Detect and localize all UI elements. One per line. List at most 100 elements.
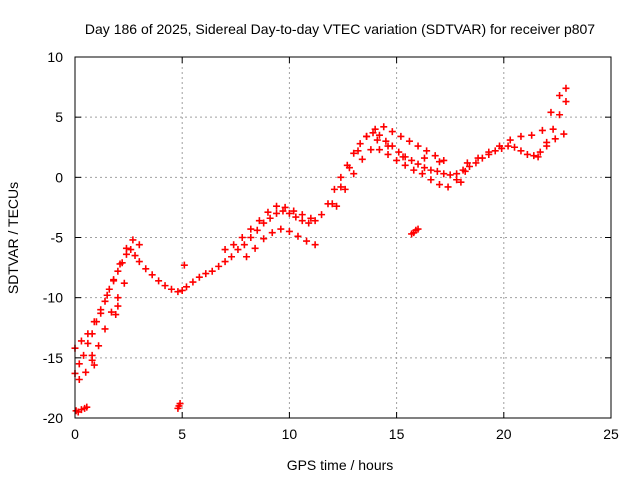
data-point (243, 253, 251, 261)
data-point (101, 297, 109, 305)
data-point (285, 227, 293, 235)
data-point (530, 152, 538, 160)
data-point (457, 178, 465, 186)
data-point (560, 130, 568, 138)
series-sdtvar-lower-band (75, 130, 568, 383)
data-point (285, 209, 293, 217)
data-point (230, 241, 238, 249)
data-point (305, 219, 313, 227)
series-sdtvar-isolated-points (72, 136, 469, 416)
x-tick-label: 15 (389, 426, 405, 442)
data-point (395, 148, 403, 156)
data-point (504, 142, 512, 150)
data-point (414, 225, 422, 233)
data-point (461, 167, 469, 175)
data-point (167, 285, 175, 293)
data-point (350, 149, 358, 157)
data-point (84, 330, 92, 338)
data-point (208, 267, 216, 275)
data-point (363, 132, 371, 140)
y-tick-label: 10 (47, 49, 63, 65)
data-point (453, 176, 461, 184)
data-point (491, 147, 499, 155)
data-point (534, 153, 542, 161)
data-point (506, 136, 514, 144)
data-point (435, 158, 443, 166)
data-point (202, 270, 210, 278)
data-point (405, 137, 413, 145)
data-point (255, 217, 263, 225)
data-point (427, 166, 435, 174)
data-point (382, 137, 390, 145)
data-point (122, 244, 130, 252)
data-point (517, 147, 525, 155)
data-point (337, 173, 345, 181)
data-point (397, 132, 405, 140)
data-point (131, 252, 139, 260)
data-point (281, 203, 289, 211)
data-point (161, 282, 169, 290)
data-point (369, 129, 377, 137)
data-point (328, 200, 336, 208)
data-point (303, 237, 311, 245)
data-point (463, 159, 471, 167)
data-point (174, 288, 182, 296)
data-point (101, 325, 109, 333)
data-point (496, 142, 504, 150)
data-point (298, 217, 306, 225)
data-point (97, 306, 105, 314)
data-point (298, 211, 306, 219)
data-point (114, 294, 122, 302)
data-point (538, 126, 546, 134)
data-point (433, 167, 441, 175)
y-tick-label: -20 (43, 410, 63, 426)
data-point (215, 262, 223, 270)
data-point (110, 276, 118, 284)
data-point (318, 211, 326, 219)
data-point (562, 84, 570, 92)
data-point (444, 183, 452, 191)
grid (75, 57, 611, 418)
data-point (431, 152, 439, 160)
data-point (371, 125, 379, 133)
data-point (556, 111, 564, 119)
data-point (523, 150, 531, 158)
data-point (420, 164, 428, 172)
data-point (388, 128, 396, 136)
data-point (75, 375, 83, 383)
data-point (408, 156, 416, 164)
data-point (345, 164, 353, 172)
data-point (375, 146, 383, 154)
data-point (511, 143, 519, 151)
data-point (311, 217, 319, 225)
y-tick-label: 5 (55, 109, 63, 125)
data-point (356, 140, 364, 148)
data-point (435, 181, 443, 189)
data-point (446, 171, 454, 179)
series-sdtvar-main-band (71, 98, 570, 377)
y-tick-label: 0 (55, 169, 63, 185)
data-point (311, 241, 319, 249)
data-point (84, 339, 92, 347)
data-point (234, 246, 242, 254)
data-point (440, 156, 448, 164)
data-point (380, 123, 388, 131)
data-point (95, 342, 103, 350)
data-point (410, 166, 418, 174)
data-point (562, 98, 570, 106)
data-point (260, 235, 268, 243)
data-point (528, 131, 536, 139)
data-point (375, 131, 383, 139)
data-point (266, 214, 274, 222)
data-point (292, 213, 300, 221)
data-point (268, 229, 276, 237)
data-point (384, 150, 392, 158)
data-point (189, 278, 197, 286)
data-point (75, 360, 83, 368)
data-point (148, 271, 156, 279)
data-point (135, 258, 143, 266)
data-point (273, 202, 281, 210)
data-point (221, 258, 229, 266)
data-point (90, 318, 98, 326)
